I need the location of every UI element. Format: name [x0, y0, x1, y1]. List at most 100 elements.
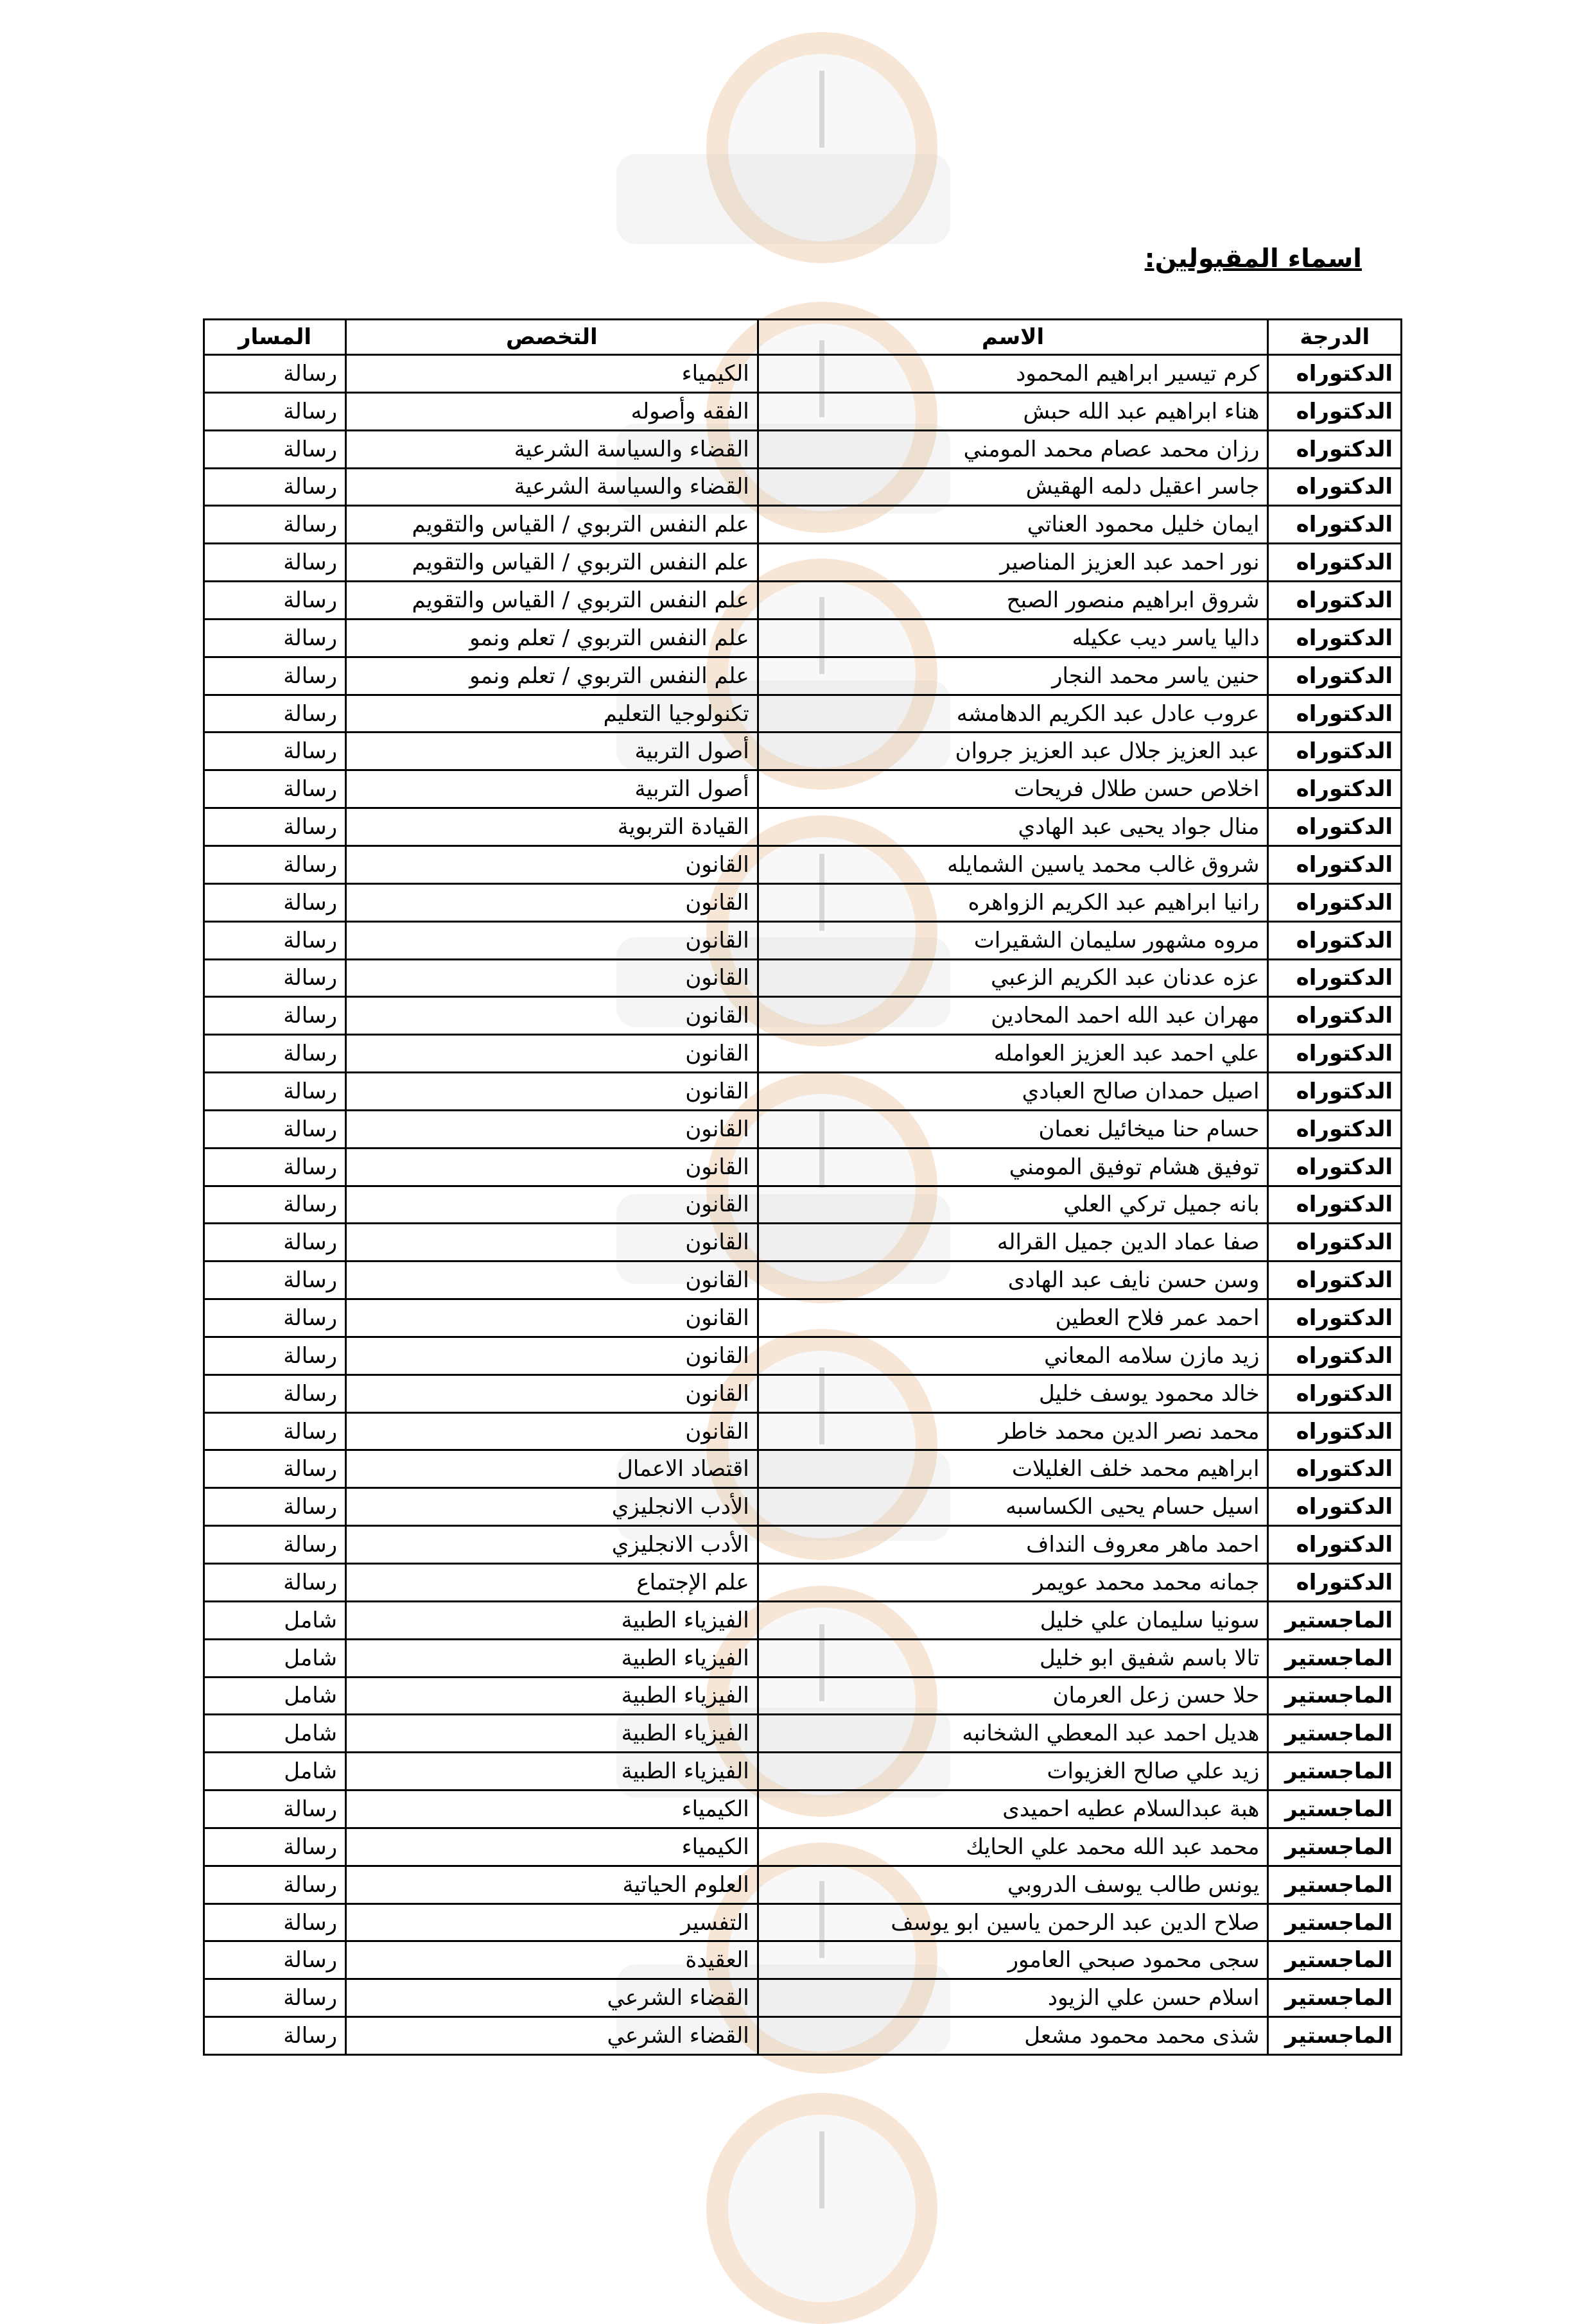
- table-row: الماجستير هديل احمد عبد المعطي الشخانبه ال…: [202, 1713, 1402, 1754]
- cell-major: الفيزياء الطبية: [345, 1676, 759, 1716]
- cell-name: داليا ياسر ديب عكيله: [756, 618, 1269, 658]
- table-row: الماجستير اسلام حسن علي الزيود القضاء الشر…: [202, 1978, 1402, 2018]
- cell-name: عزه عدنان عبد الكريم الزعبي: [756, 958, 1269, 998]
- cell-track: رسالة: [202, 1298, 347, 1338]
- cell-degree: الدكتوراه: [1267, 655, 1402, 696]
- cell-track: رسالة: [202, 882, 347, 923]
- cell-degree: الدكتوراه: [1267, 1260, 1402, 1301]
- cell-name: بانه جميل تركي العلي: [756, 1184, 1269, 1225]
- header-track: المسار: [202, 318, 347, 356]
- cell-degree: الدكتوراه: [1267, 467, 1402, 507]
- table-row: الدكتوراه وسن حسن نايف عبد الهادى القانون ر…: [202, 1260, 1402, 1301]
- cell-major: القضاء الشرعي: [345, 1978, 759, 2018]
- table-row: الدكتوراه مروه مشهور سليمان الشقيرات القان…: [202, 920, 1402, 960]
- cell-track: رسالة: [202, 1071, 347, 1111]
- cell-track: شامل: [202, 1638, 347, 1678]
- cell-track: رسالة: [202, 1978, 347, 2018]
- cell-track: رسالة: [202, 429, 347, 469]
- table-row: الدكتوراه خالد محمود يوسف خليل القانون رسال…: [202, 1373, 1402, 1414]
- cell-track: رسالة: [202, 731, 347, 772]
- cell-degree: الدكتوراه: [1267, 429, 1402, 469]
- cell-track: رسالة: [202, 1147, 347, 1187]
- cell-degree: الدكتوراه: [1267, 1335, 1402, 1376]
- table-row: الماجستير زيد علي صالح الغزيوات الفيزياء ا…: [202, 1751, 1402, 1792]
- cell-track: رسالة: [202, 1864, 347, 1905]
- cell-major: علم النفس التربوي / القياس والتقويم: [345, 580, 759, 620]
- table-row: الماجستير هبة عبدالسلام عطيه احميدى الكيمي…: [202, 1789, 1402, 1829]
- cell-degree: الماجستير: [1267, 1826, 1402, 1867]
- cell-degree: الدكتوراه: [1267, 391, 1402, 431]
- cell-degree: الدكتوراه: [1267, 618, 1402, 658]
- table-row: الدكتوراه ابراهيم محمد خلف الغليلات اقتصاد…: [202, 1449, 1402, 1489]
- cell-name: محمد عبد الله محمد علي الحايك: [756, 1826, 1269, 1867]
- cell-name: جمانه محمد محمد عويمر: [756, 1563, 1269, 1602]
- cell-name: حلا حسن زعل العرمان: [756, 1676, 1269, 1716]
- cell-degree: الدكتوراه: [1267, 882, 1402, 923]
- cell-major: أصول التربية: [345, 769, 759, 810]
- cell-degree: الماجستير: [1267, 1638, 1402, 1678]
- cell-degree: الدكتوراه: [1267, 844, 1402, 885]
- cell-name: هبة عبدالسلام عطيه احميدى: [756, 1789, 1269, 1829]
- cell-name: نور احمد عبد العزيز المناصير: [756, 542, 1269, 583]
- cell-degree: الدكتوراه: [1267, 1184, 1402, 1225]
- cell-degree: الماجستير: [1267, 1902, 1402, 1943]
- table-row: الدكتوراه جمانه محمد محمد عويمر علم الإجتم…: [202, 1563, 1402, 1602]
- table-row: الماجستير شذى محمد محمود مشعل القضاء الشرع…: [202, 2016, 1402, 2056]
- table-row: الدكتوراه محمد نصر الدين محمد خاطر القانون…: [202, 1411, 1402, 1452]
- cell-degree: الدكتوراه: [1267, 1373, 1402, 1414]
- cell-track: رسالة: [202, 1034, 347, 1074]
- cell-degree: الماجستير: [1267, 1864, 1402, 1905]
- cell-name: زيد علي صالح الغزيوات: [756, 1751, 1269, 1792]
- cell-track: رسالة: [202, 693, 347, 734]
- cell-degree: الدكتوراه: [1267, 1563, 1402, 1602]
- table-row: الدكتوراه احمد ماهر معروف النداف الأدب الا…: [202, 1525, 1402, 1565]
- header-name: الاسم: [756, 318, 1269, 356]
- header-degree: الدرجة: [1267, 318, 1402, 356]
- cell-name: اخلاص حسن طلال فريحات: [756, 769, 1269, 810]
- cell-name: شروق غالب محمد ياسين الشمايله: [756, 844, 1269, 885]
- cell-track: رسالة: [202, 1335, 347, 1376]
- cell-degree: الماجستير: [1267, 1676, 1402, 1716]
- cell-track: رسالة: [202, 1789, 347, 1829]
- cell-major: علم الإجتماع: [345, 1563, 759, 1602]
- cell-degree: الدكتوراه: [1267, 807, 1402, 847]
- cell-name: هناء ابراهيم عبد الله حبش: [756, 391, 1269, 431]
- cell-name: خالد محمود يوسف خليل: [756, 1373, 1269, 1414]
- cell-track: رسالة: [202, 1260, 347, 1301]
- cell-major: علم النفس التربوي / القياس والتقويم: [345, 505, 759, 545]
- cell-major: القانون: [345, 1335, 759, 1376]
- table-row: الدكتوراه نور احمد عبد العزيز المناصير علم…: [202, 542, 1402, 583]
- table-row: الدكتوراه عزه عدنان عبد الكريم الزعبي القا…: [202, 958, 1402, 998]
- cell-major: القانون: [345, 844, 759, 885]
- header-major: التخصص: [345, 318, 759, 356]
- cell-degree: الماجستير: [1267, 1600, 1402, 1640]
- cell-major: القانون: [345, 958, 759, 998]
- cell-degree: الماجستير: [1267, 1751, 1402, 1792]
- cell-name: محمد نصر الدين محمد خاطر: [756, 1411, 1269, 1452]
- table-row: الدكتوراه بانه جميل تركي العلي القانون رسال…: [202, 1184, 1402, 1225]
- cell-degree: الدكتوراه: [1267, 958, 1402, 998]
- cell-name: ايمان خليل محمود العناتي: [756, 505, 1269, 545]
- cell-degree: الدكتوراه: [1267, 996, 1402, 1036]
- cell-name: حنين ياسر محمد النجار: [756, 655, 1269, 696]
- cell-track: رسالة: [202, 844, 347, 885]
- cell-name: رانيا ابراهيم عبد الكريم الزواهره: [756, 882, 1269, 923]
- cell-name: ابراهيم محمد خلف الغليلات: [756, 1449, 1269, 1489]
- cell-track: رسالة: [202, 1411, 347, 1452]
- cell-major: القضاء والسياسة الشرعية: [345, 429, 759, 469]
- cell-degree: الماجستير: [1267, 1978, 1402, 2018]
- table-row: الدكتوراه هناء ابراهيم عبد الله حبش الفقه …: [202, 391, 1402, 431]
- cell-track: رسالة: [202, 1487, 347, 1527]
- cell-name: يونس طالب يوسف الدروبي: [756, 1864, 1269, 1905]
- cell-major: القانون: [345, 882, 759, 923]
- cell-name: صفا عماد الدين جميل القراله: [756, 1222, 1269, 1263]
- cell-degree: الدكتوراه: [1267, 769, 1402, 810]
- table-row: الدكتوراه عبد العزيز جلال عبد العزيز جروا…: [202, 731, 1402, 772]
- cell-major: الكيمياء: [345, 1826, 759, 1867]
- cell-name: سونيا سليمان علي خليل: [756, 1600, 1269, 1640]
- table-row: الدكتوراه حسام حنا ميخائيل نعمان القانون رس…: [202, 1109, 1402, 1149]
- cell-degree: الماجستير: [1267, 1789, 1402, 1829]
- cell-major: العلوم الحياتية: [345, 1864, 759, 1905]
- table-row: الدكتوراه جاسر اعقيل دلمه الهقيش القضاء وا…: [202, 467, 1402, 507]
- cell-degree: الدكتوراه: [1267, 1222, 1402, 1263]
